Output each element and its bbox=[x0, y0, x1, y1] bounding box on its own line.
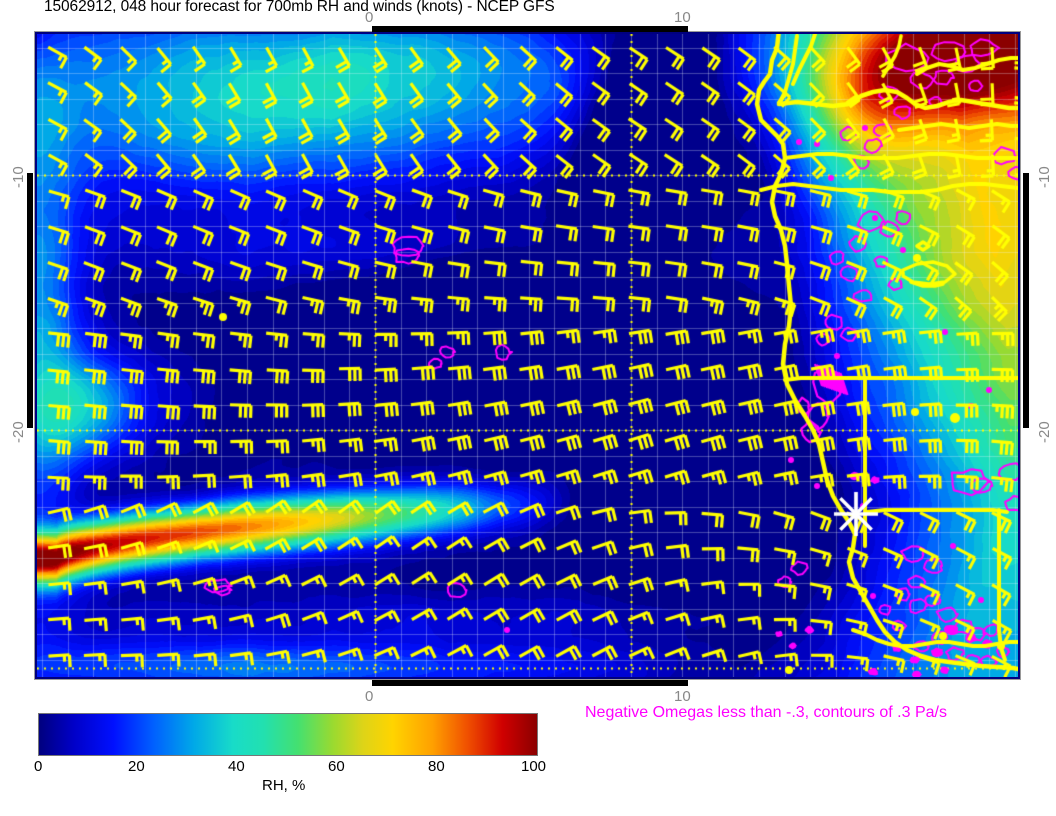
map-plot-frame[interactable] bbox=[34, 31, 1021, 680]
axis-scale-bar-top bbox=[372, 26, 688, 32]
colorbar-tick-100: 100 bbox=[521, 758, 547, 775]
x-tick-top-10: 10 bbox=[674, 9, 691, 26]
station-marker-layer bbox=[37, 34, 1018, 677]
map-canvas-container[interactable] bbox=[37, 34, 1018, 677]
x-tick-bottom-0: 0 bbox=[365, 688, 374, 705]
colorbar-tick-80: 80 bbox=[428, 758, 445, 775]
x-tick-bottom-10: 10 bbox=[674, 688, 691, 705]
y-tick-right-neg10: -10 bbox=[1036, 166, 1053, 188]
page-title: 15062912, 048 hour forecast for 700mb RH… bbox=[44, 0, 555, 15]
colorbar-axis-label: RH, % bbox=[262, 777, 306, 794]
rh-colorbar-gradient bbox=[38, 713, 538, 756]
colorbar-tick-60: 60 bbox=[328, 758, 345, 775]
axis-scale-bar-left bbox=[27, 173, 33, 428]
axis-scale-bar-right bbox=[1023, 173, 1029, 428]
omega-contour-caption: Negative Omegas less than -.3, contours … bbox=[585, 704, 947, 721]
y-tick-right-neg20: -20 bbox=[1036, 421, 1053, 443]
y-tick-left-neg10: -10 bbox=[10, 166, 27, 188]
rh-colorbar[interactable] bbox=[38, 713, 538, 756]
x-tick-top-0: 0 bbox=[365, 9, 374, 26]
axis-scale-bar-bottom bbox=[372, 680, 688, 686]
colorbar-tick-40: 40 bbox=[228, 758, 245, 775]
y-tick-left-neg20: -20 bbox=[10, 421, 27, 443]
colorbar-tick-20: 20 bbox=[128, 758, 145, 775]
colorbar-tick-0: 0 bbox=[34, 758, 43, 775]
